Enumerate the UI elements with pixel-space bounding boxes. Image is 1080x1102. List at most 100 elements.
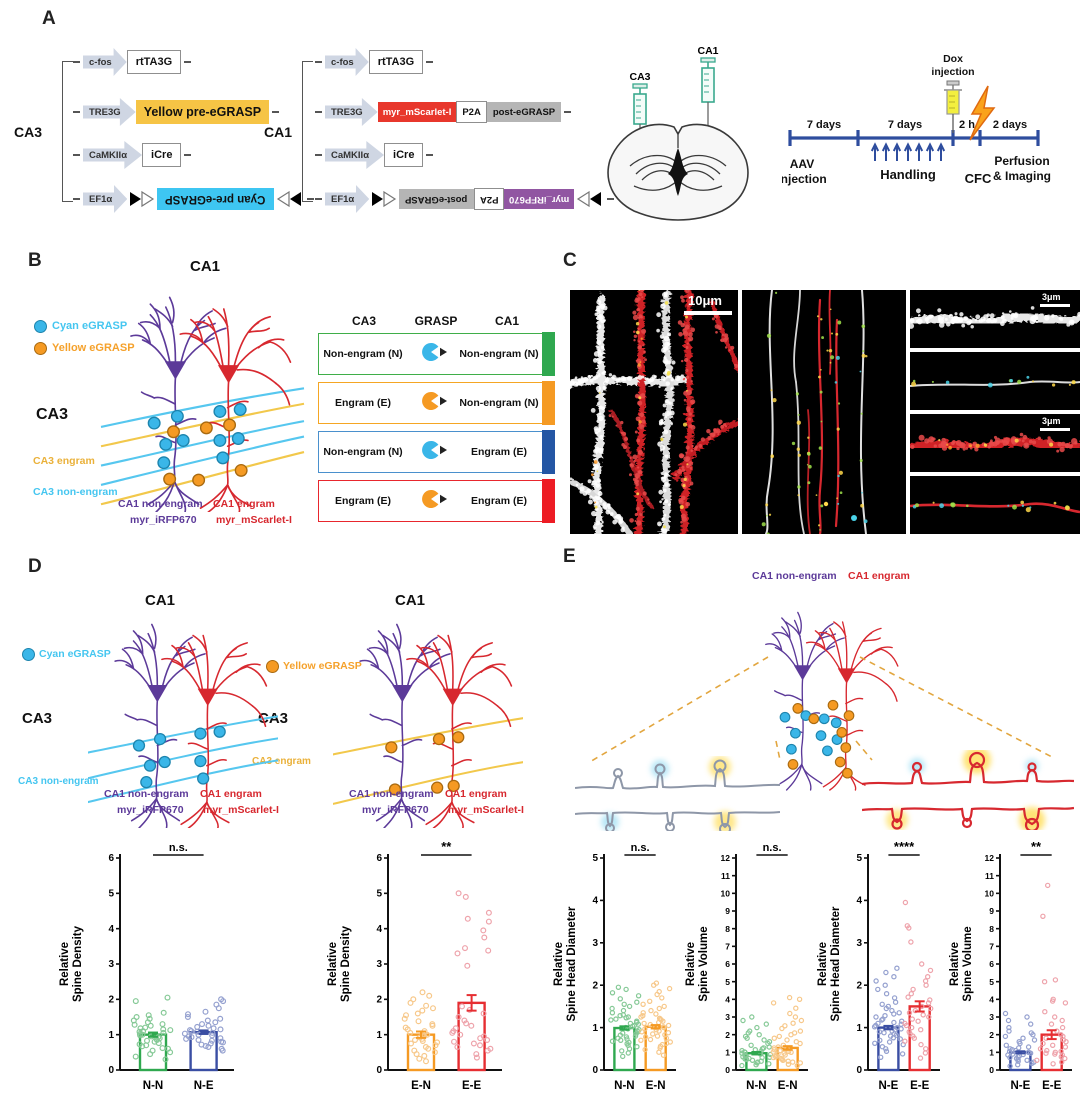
inset-red-trace-image	[910, 476, 1080, 534]
ca1-group-label: CA1	[264, 124, 293, 140]
row-color-bar	[541, 479, 555, 523]
svg-text:0: 0	[989, 1065, 994, 1075]
d-left-myr-mscarlet: myr_mScarlet-I	[203, 804, 279, 816]
svg-text:0: 0	[108, 1065, 114, 1076]
timeline-seg3-label: 2 h	[959, 119, 975, 131]
dna-link	[73, 153, 80, 157]
svg-text:6: 6	[108, 853, 114, 864]
construct-box: post-eGRASP	[486, 102, 562, 122]
svg-text:**: **	[1031, 839, 1042, 854]
dna-link	[315, 60, 322, 64]
handling-arrows-icon	[870, 142, 946, 161]
panel-c-label: C	[563, 250, 577, 271]
svg-text:Spine Density: Spine Density	[72, 925, 84, 1002]
svg-text:E-E: E-E	[462, 1080, 482, 1092]
scalebar-10um	[684, 311, 732, 315]
d-left-ca1-engram: CA1 engram	[200, 788, 262, 800]
spine-density-chart-en-ee: Relative Spine Density 0 1 2 3 4 5 6 E-N E-E **	[326, 838, 516, 1098]
scalebar-3um-label-1: 3μm	[1042, 292, 1061, 302]
e-ca1-nonengram-label: CA1 non-engram	[752, 570, 837, 582]
scalebar-10um-label: 10μm	[688, 293, 722, 308]
chart-svg: Relative Spine Head Diameter 0 1 2 3 4 5 N-N E-N n…	[553, 842, 676, 1092]
table-header: CA3	[351, 314, 376, 328]
perfusion-label-line1: Perfusion	[994, 154, 1049, 168]
ca3-nonengram-label: CA3 non-engram	[33, 486, 118, 498]
panel-d-legend-yellow: Yellow eGRASP	[283, 660, 362, 672]
svg-text:11: 11	[721, 871, 730, 881]
dox-syringe-icon	[944, 80, 962, 133]
ca3-engram-label: CA3 engram	[33, 455, 95, 467]
ca3-construct-bracket	[62, 61, 73, 202]
dna-link	[426, 60, 434, 64]
cfc-label: CFC	[965, 171, 992, 186]
dox-label-line2: injection	[931, 66, 974, 78]
table-header: GRASP	[414, 314, 458, 328]
svg-text:5: 5	[989, 977, 994, 987]
svg-text:11: 11	[985, 871, 994, 881]
lox-site-icon	[130, 190, 155, 208]
svg-text:Spine Head Diameter: Spine Head Diameter	[830, 906, 842, 1022]
confocal-overview-image	[570, 290, 738, 534]
ca1-cell: Engram (E)	[470, 445, 527, 458]
dna-link	[607, 197, 615, 201]
panel-b-label: B	[28, 250, 42, 271]
svg-text:**: **	[441, 839, 452, 854]
panel-d-right-ca3-label: CA3	[258, 710, 289, 727]
panel-d-legend-cyan: Cyan eGRASP	[39, 648, 111, 660]
construct-row: EF1α post-eGRASP P2A myr_iRFP670	[312, 184, 617, 214]
svg-text:5: 5	[376, 889, 382, 900]
svg-text:3: 3	[856, 938, 862, 949]
svg-text:2: 2	[376, 995, 382, 1006]
panel-d-left-ca1-title: CA1	[144, 592, 175, 609]
nonengram-dendrite-closeup	[575, 756, 780, 831]
grasp-pacman-icon	[422, 489, 447, 508]
confocal-traced-image	[742, 290, 906, 534]
scalebar-3um-label-2: 3μm	[1042, 416, 1061, 426]
svg-text:N-E: N-E	[194, 1080, 214, 1092]
construct-box: P2A	[473, 188, 505, 210]
svg-text:3: 3	[989, 1012, 994, 1022]
dox-label-line1: Dox	[943, 53, 963, 65]
panel-b-ca1-title: CA1	[189, 258, 220, 275]
svg-text:6: 6	[376, 853, 382, 864]
svg-text:3: 3	[725, 1012, 730, 1022]
svg-text:E-E: E-E	[1042, 1080, 1062, 1092]
panel-e-neuron-diagram	[765, 611, 899, 791]
construct-row: c-fos rtTA3G	[312, 47, 436, 77]
yellow-egrasp-dot-icon	[34, 342, 47, 355]
ca1-cell: Non-engram (N)	[459, 396, 539, 409]
dna-link	[73, 60, 80, 64]
svg-text:Relative: Relative	[949, 942, 961, 986]
svg-text:6: 6	[725, 959, 730, 969]
svg-text:9: 9	[725, 906, 730, 916]
svg-text:0: 0	[592, 1065, 598, 1076]
svg-text:0: 0	[856, 1065, 862, 1076]
panel-d-label: D	[28, 556, 42, 577]
svg-text:1: 1	[592, 1023, 598, 1034]
construct-row: CaMKIIα iCre	[312, 140, 436, 170]
svg-text:8: 8	[989, 924, 994, 934]
construct-box: Yellow pre-eGRASP	[135, 100, 270, 124]
lox-site-icon	[276, 190, 301, 208]
grasp-pacman-icon	[422, 342, 447, 361]
svg-text:Relative: Relative	[327, 942, 339, 986]
promoter-arrow: CaMKIIα	[83, 141, 143, 169]
aav-label-line2: injection	[782, 172, 827, 186]
inset-red-dendrite-image	[910, 414, 1080, 472]
cyan-egrasp-dot-icon	[22, 648, 35, 661]
table-row: Engram (E) Non-engram (N)	[318, 381, 555, 425]
svg-text:E-E: E-E	[910, 1080, 930, 1092]
construct-row: TRE3G myr_mScarlet-I P2A post-eGRASP	[312, 97, 574, 127]
svg-text:4: 4	[856, 896, 862, 907]
svg-text:Relative: Relative	[817, 942, 829, 986]
svg-text:0: 0	[376, 1065, 382, 1076]
dna-link	[73, 110, 80, 114]
svg-text:Spine Head Diameter: Spine Head Diameter	[566, 906, 578, 1022]
svg-text:1: 1	[989, 1048, 994, 1058]
lox-site-icon	[577, 190, 602, 208]
experiment-timeline: 7 days 7 days 2 h 2 days AAV injection H…	[782, 53, 1051, 186]
svg-text:Relative: Relative	[59, 942, 71, 986]
construct-row: EF1α Cyan pre-eGRASP	[70, 184, 317, 214]
scalebar-3um-2	[1040, 428, 1070, 431]
